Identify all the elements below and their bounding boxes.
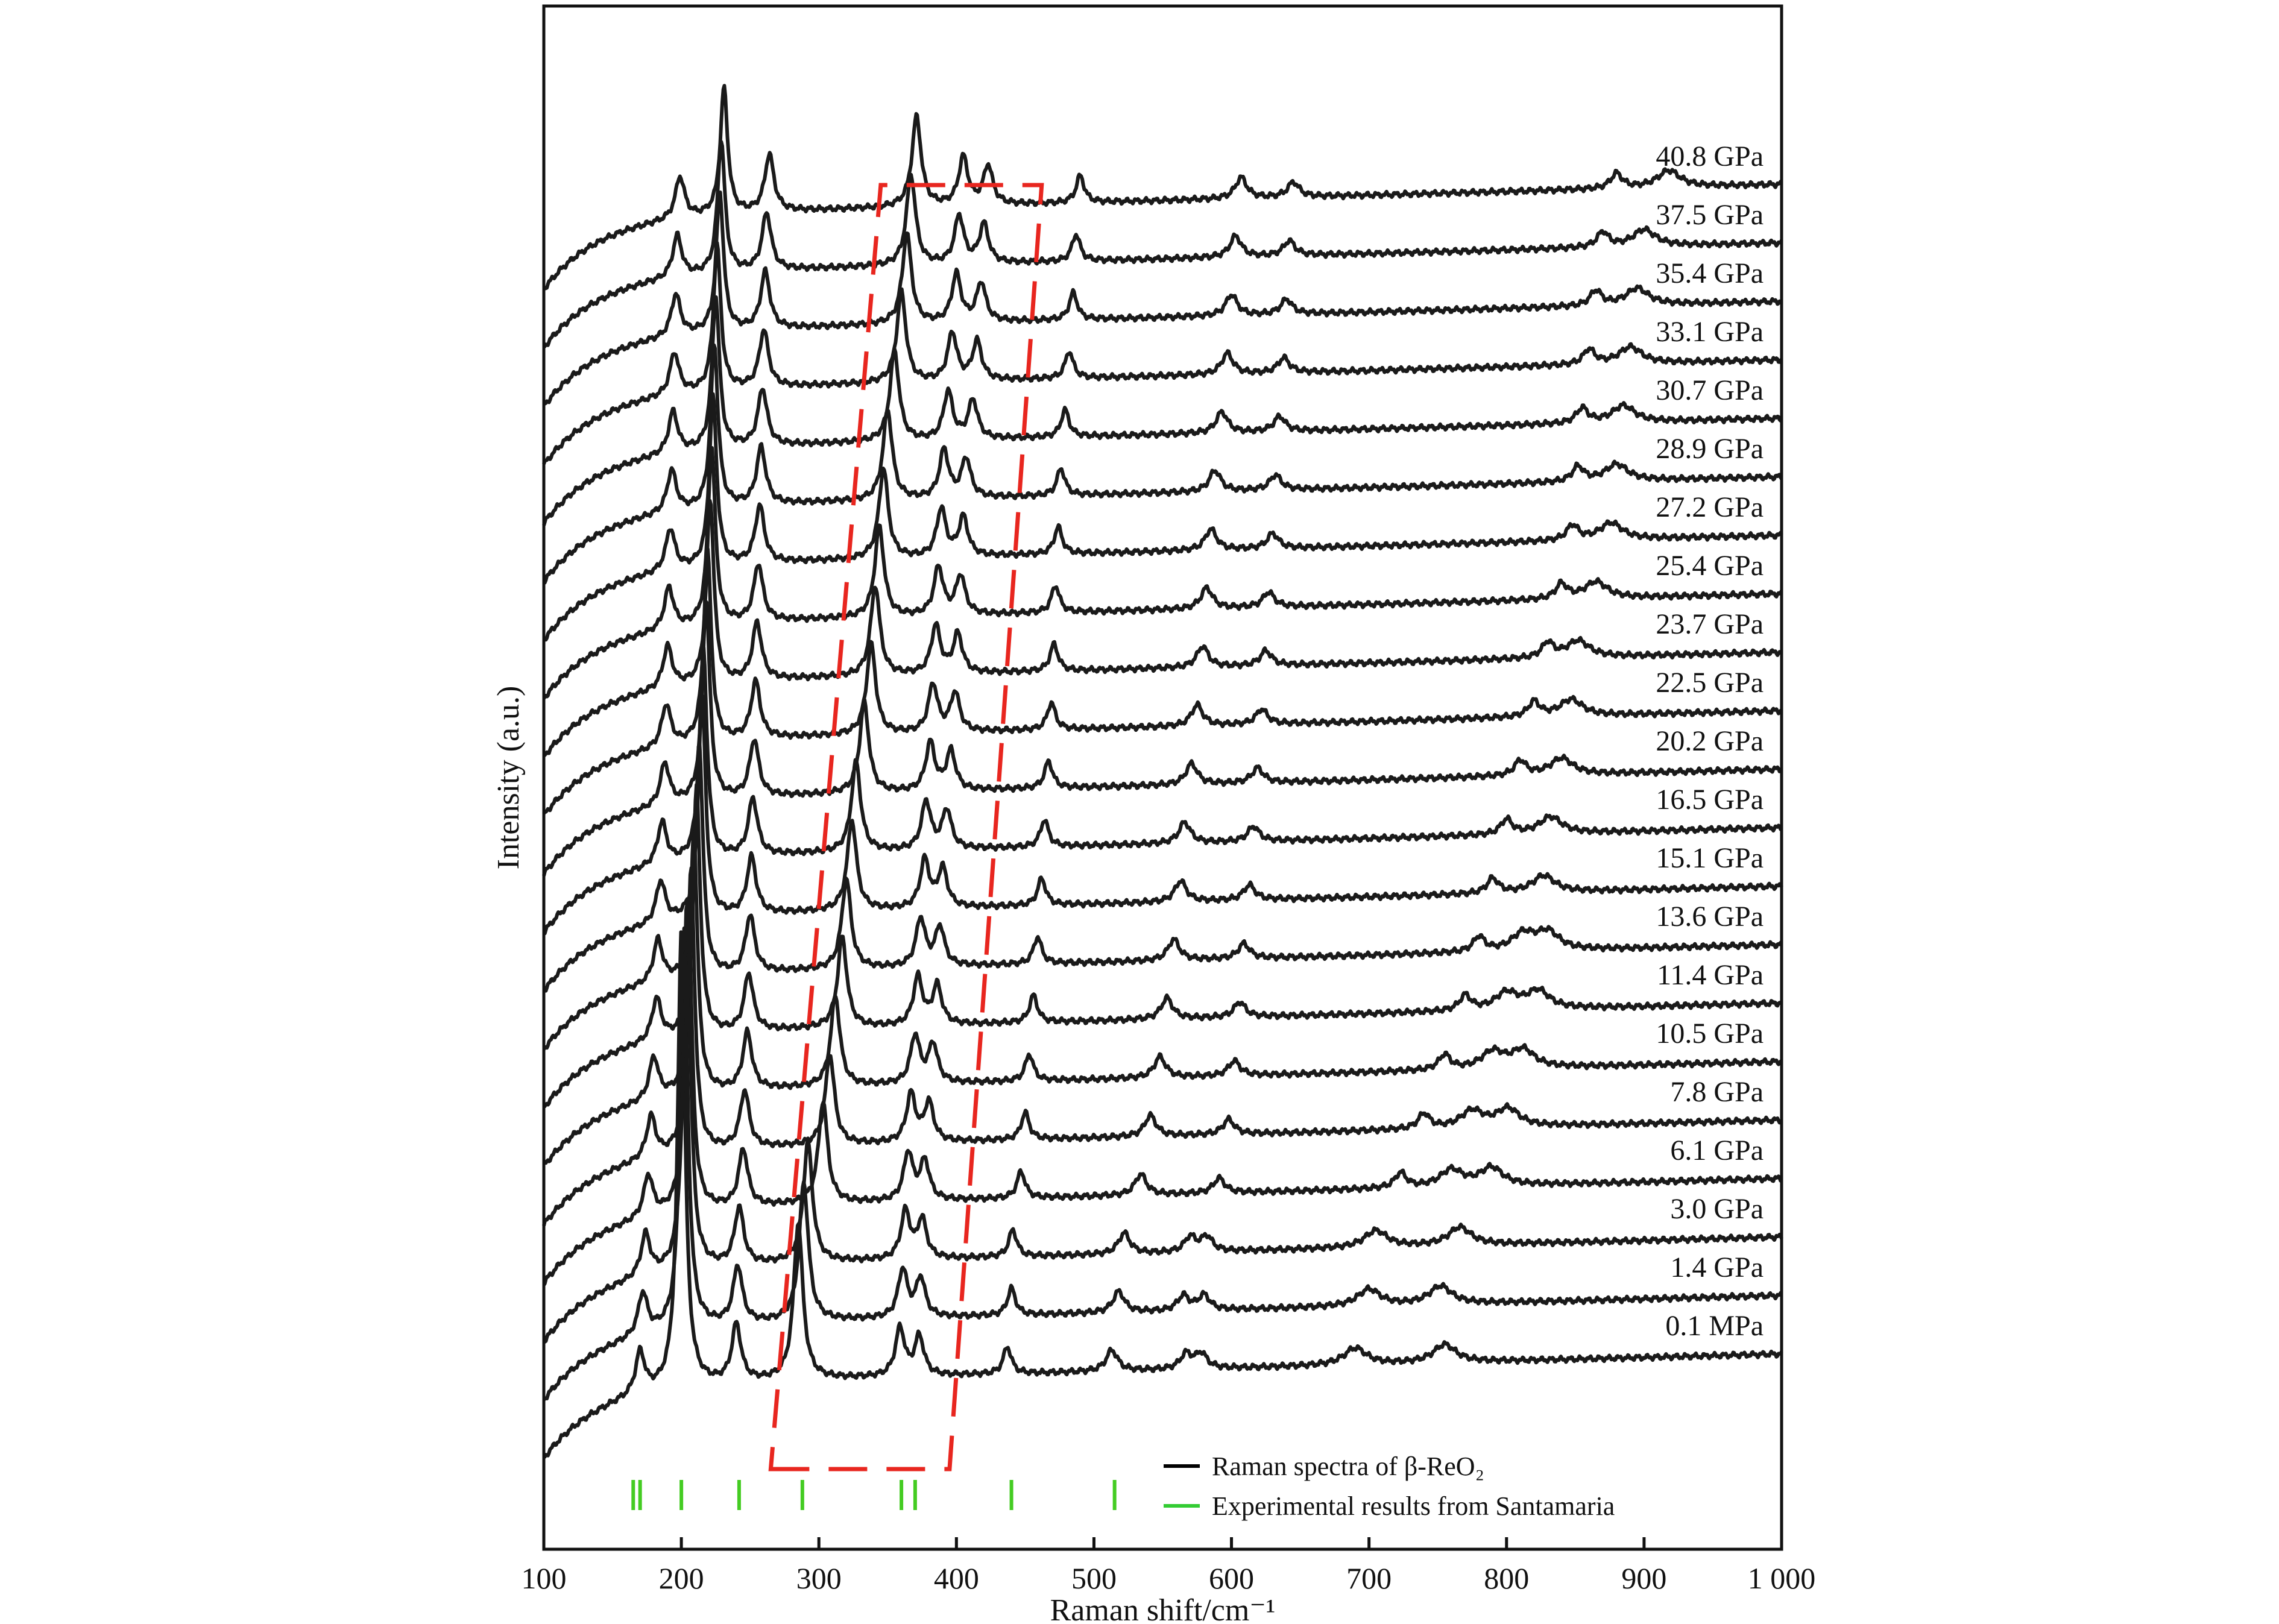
- spectrum-13-6-gpa: [542, 740, 1783, 1051]
- pressure-label: 25.4 GPa: [1656, 550, 1764, 582]
- spectrum-20-2-gpa: [542, 599, 1783, 877]
- pressure-label: 11.4 GPa: [1657, 959, 1764, 991]
- x-tick-label: 100: [522, 1561, 567, 1595]
- x-ticks-layer: 100 200 300 400 500 600 700 800 900 1 000: [522, 1537, 1816, 1595]
- spectrum-7-8-gpa: [542, 866, 1783, 1226]
- x-tick-label: 1 000: [1748, 1561, 1816, 1595]
- pressure-label: 37.5 GPa: [1656, 199, 1764, 231]
- pressure-label: 16.5 GPa: [1656, 784, 1764, 816]
- pressure-label: 35.4 GPa: [1656, 257, 1764, 289]
- legend-label-raman: Raman spectra of β-ReO₂: [1212, 1452, 1484, 1481]
- x-tick-label: 500: [1071, 1561, 1117, 1595]
- spectrum-6-1-gpa: [542, 897, 1783, 1286]
- x-tick-label: 800: [1484, 1561, 1529, 1595]
- highlight-box: [768, 183, 1044, 1471]
- spectrum-3-0-gpa: [543, 902, 1783, 1344]
- pressure-label: 0.1 MPa: [1665, 1310, 1764, 1342]
- spectrum-25-4-gpa: [542, 446, 1783, 700]
- spectrum-37-5-gpa: [543, 140, 1783, 349]
- pressure-label: 22.5 GPa: [1656, 667, 1764, 699]
- spectrum-28-9-gpa: [543, 343, 1783, 585]
- pressure-label: 7.8 GPa: [1670, 1076, 1764, 1108]
- reference-marks-layer: [631, 1480, 1117, 1510]
- spectrum-0-1-mpa: [543, 930, 1783, 1459]
- x-tick-label: 300: [796, 1561, 842, 1595]
- pressure-label: 27.2 GPa: [1656, 491, 1764, 523]
- spectrum-11-4-gpa: [543, 782, 1783, 1108]
- spectrum-33-1-gpa: [542, 241, 1783, 465]
- pressure-label: 6.1 GPa: [1670, 1135, 1764, 1166]
- pressure-label: 33.1 GPa: [1656, 316, 1764, 348]
- legend-label-santamaria: Experimental results from Santamaria: [1212, 1491, 1615, 1521]
- spectrum-27-2-gpa: [542, 392, 1783, 642]
- pressure-label: 13.6 GPa: [1656, 901, 1764, 933]
- x-tick-label: 200: [659, 1561, 704, 1595]
- spectrum-10-5-gpa: [542, 829, 1783, 1165]
- x-tick-label: 700: [1346, 1561, 1392, 1595]
- pressure-label: 40.8 GPa: [1656, 140, 1764, 172]
- pressure-label: 30.7 GPa: [1656, 374, 1764, 406]
- plot-frame: [542, 4, 1783, 1551]
- x-tick-label: 400: [934, 1561, 979, 1595]
- y-axis-title: Intensity (a.u.): [491, 686, 526, 870]
- spectrum-16-5-gpa: [543, 646, 1783, 936]
- x-tick-label: 900: [1621, 1561, 1666, 1595]
- pressure-label: 10.5 GPa: [1656, 1018, 1764, 1050]
- spectrum-1-4-gpa: [542, 926, 1783, 1401]
- pressure-label: 20.2 GPa: [1656, 725, 1764, 757]
- legend: Raman spectra of β-ReO₂ Experimental res…: [1164, 1452, 1615, 1521]
- spectrum-40-8-gpa: [542, 84, 1783, 291]
- spectra-layer: [542, 84, 1783, 1459]
- spectrum-22-5-gpa: [542, 547, 1783, 815]
- pressure-label: 23.7 GPa: [1656, 608, 1764, 640]
- spectrum-30-7-gpa: [542, 295, 1783, 526]
- pressure-label: 15.1 GPa: [1656, 842, 1764, 874]
- x-axis-title: Raman shift/cm⁻¹: [1050, 1593, 1276, 1624]
- pressure-label: 28.9 GPa: [1656, 433, 1764, 465]
- spectrum-15-1-gpa: [543, 692, 1783, 993]
- pressure-label: 3.0 GPa: [1670, 1193, 1764, 1225]
- x-tick-label: 600: [1209, 1561, 1254, 1595]
- spectrum-23-7-gpa: [543, 499, 1783, 757]
- pressure-label: 1.4 GPa: [1670, 1251, 1764, 1283]
- pressure-labels-layer: 0.1 MPa 1.4 GPa 3.0 GPa 6.1 GPa 7.8 GPa 10.5 …: [1656, 140, 1764, 1342]
- spectrum-35-4-gpa: [543, 190, 1783, 406]
